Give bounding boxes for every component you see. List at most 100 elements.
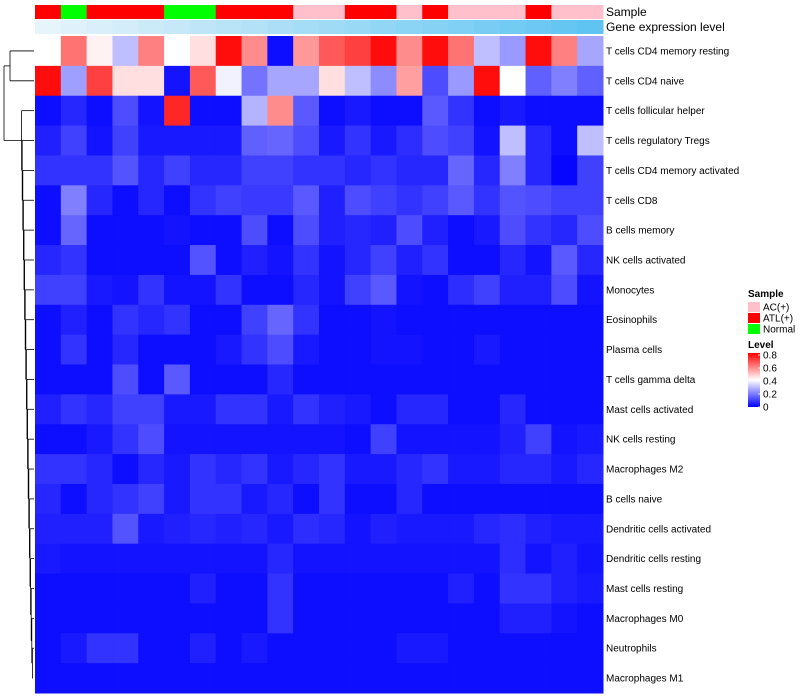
sample-annotation-cell (293, 5, 320, 19)
heatmap-cell (164, 65, 191, 97)
heatmap-cell (86, 245, 113, 276)
sample-annotation-cell (525, 5, 552, 19)
row-label: Dendritic cells activated (606, 524, 711, 535)
heatmap-cell (525, 424, 552, 455)
heatmap-cell (448, 663, 475, 694)
heatmap-cell (551, 364, 578, 395)
heatmap-cell (60, 573, 88, 604)
heatmap-cell (577, 274, 604, 306)
row-label: T cells CD8 (606, 196, 658, 207)
heatmap-cell (551, 304, 578, 336)
heatmap-cell (241, 65, 268, 97)
heatmap-cell (396, 483, 423, 515)
heatmap-cell (86, 633, 113, 664)
heatmap-cell (293, 36, 320, 67)
heatmap-cell (525, 185, 552, 216)
heatmap-cell (551, 215, 578, 246)
heatmap-cell (448, 603, 475, 634)
heatmap-cell (189, 155, 217, 186)
heatmap-cell (112, 95, 139, 127)
heatmap-cell (86, 65, 113, 97)
heatmap-cell (577, 483, 604, 515)
row-label: B cells memory (606, 226, 674, 237)
heatmap-cell (60, 663, 88, 694)
heatmap-cell (577, 95, 604, 127)
heatmap-cell (215, 334, 243, 365)
heatmap-cell (293, 125, 320, 156)
gene-expression-annotation-cell (215, 20, 243, 34)
row-label: B cells naive (606, 494, 663, 505)
heatmap-cell (577, 155, 604, 186)
heatmap-cell (499, 364, 527, 395)
heatmap-cell (215, 513, 243, 545)
heatmap-cell (35, 245, 62, 276)
heatmap-cell (525, 274, 552, 306)
heatmap-cell (370, 334, 397, 365)
heatmap-cell (422, 364, 449, 395)
sample-annotation-label: Sample (606, 5, 647, 19)
heatmap-cell (344, 334, 372, 365)
heatmap-cell (319, 633, 346, 664)
level-legend-tick-label: 0 (763, 403, 769, 414)
heatmap-cell (344, 36, 372, 67)
heatmap-cell (35, 394, 62, 425)
sample-annotation-cell (35, 5, 62, 19)
heatmap-cell (164, 304, 191, 336)
heatmap-cell (370, 185, 397, 216)
heatmap-cell (86, 543, 113, 575)
heatmap-cell (267, 36, 294, 67)
heatmap-cell (189, 454, 217, 485)
gene-expression-annotation-cell (448, 20, 475, 34)
heatmap-cell (112, 65, 139, 97)
heatmap-cell (319, 125, 346, 156)
heatmap-cell (164, 155, 191, 186)
heatmap-cell (319, 65, 346, 97)
heatmap-cell (86, 663, 113, 694)
gene-expression-annotation-cell (473, 20, 501, 34)
heatmap-cell (164, 185, 191, 216)
heatmap-cell (241, 633, 268, 664)
heatmap-cell (370, 633, 397, 664)
heatmap-cell (422, 215, 449, 246)
heatmap-cell (215, 185, 243, 216)
heatmap-cell (86, 95, 113, 127)
heatmap-cell (215, 95, 243, 127)
heatmap-cell (267, 125, 294, 156)
heatmap-cell (164, 334, 191, 365)
heatmap-cell (189, 274, 217, 306)
heatmap-cell (138, 663, 165, 694)
heatmap-cell (370, 663, 397, 694)
heatmap-cell (267, 603, 294, 634)
heatmap-cell (35, 603, 62, 634)
heatmap-cell (164, 274, 191, 306)
heatmap-cell (241, 513, 268, 545)
heatmap-cell (370, 304, 397, 336)
sample-annotation-cell (112, 5, 139, 19)
heatmap-cell (370, 543, 397, 575)
heatmap-cell (35, 185, 62, 216)
heatmap-cell (164, 125, 191, 156)
heatmap-cell (473, 334, 501, 365)
heatmap-cell (112, 603, 139, 634)
heatmap-cell (396, 215, 423, 246)
heatmap-cell (448, 394, 475, 425)
heatmap-cell (112, 633, 139, 664)
heatmap-cell (319, 394, 346, 425)
gene-expression-annotation-cell (293, 20, 320, 34)
heatmap-cell (319, 364, 346, 395)
heatmap-cell (396, 663, 423, 694)
heatmap-cell (525, 483, 552, 515)
gene-expression-annotation-cell (525, 20, 552, 34)
heatmap-cell (267, 185, 294, 216)
heatmap-cell (215, 573, 243, 604)
heatmap-cell (473, 603, 501, 634)
heatmap-cell (448, 245, 475, 276)
heatmap-cell (422, 155, 449, 186)
heatmap-cell (112, 543, 139, 575)
gene-expression-annotation-cell (344, 20, 372, 34)
sample-annotation-cell (267, 5, 294, 19)
gene-expression-annotation-cell (370, 20, 397, 34)
heatmap-cell (60, 334, 88, 365)
heatmap-cell (344, 274, 372, 306)
heatmap-cell (370, 65, 397, 97)
